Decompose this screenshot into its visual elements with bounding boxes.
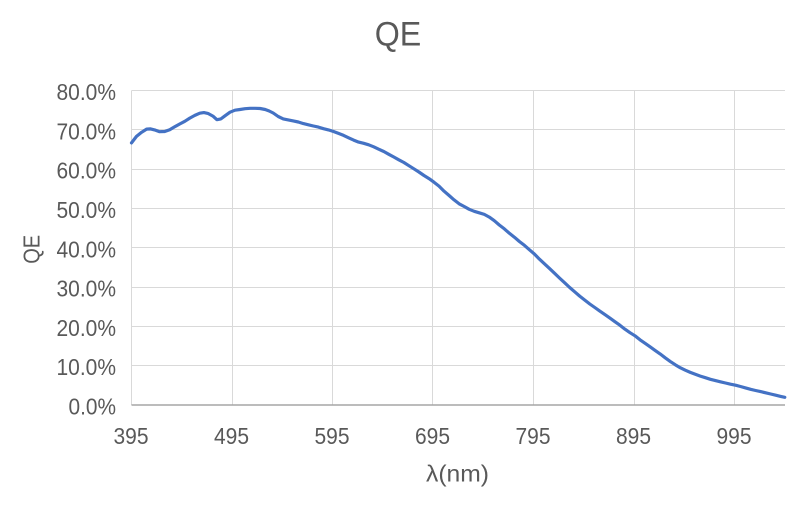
svg-text:795: 795 (516, 423, 551, 449)
svg-text:10.0%: 10.0% (57, 354, 117, 380)
svg-text:20.0%: 20.0% (57, 315, 117, 341)
svg-text:70.0%: 70.0% (57, 118, 117, 144)
svg-text:30.0%: 30.0% (57, 276, 117, 302)
svg-text:80.0%: 80.0% (57, 79, 117, 105)
svg-text:QE: QE (19, 235, 45, 264)
svg-text:60.0%: 60.0% (57, 158, 117, 184)
svg-text:50.0%: 50.0% (57, 197, 117, 223)
svg-text:0.0%: 0.0% (69, 394, 117, 420)
svg-text:40.0%: 40.0% (57, 236, 117, 262)
svg-text:695: 695 (415, 423, 450, 449)
svg-text:QE: QE (375, 16, 422, 54)
svg-text:595: 595 (315, 423, 350, 449)
svg-text:895: 895 (616, 423, 651, 449)
svg-text:λ(nm): λ(nm) (426, 461, 489, 487)
svg-text:495: 495 (214, 423, 249, 449)
svg-text:995: 995 (717, 423, 752, 449)
svg-text:395: 395 (114, 423, 149, 449)
